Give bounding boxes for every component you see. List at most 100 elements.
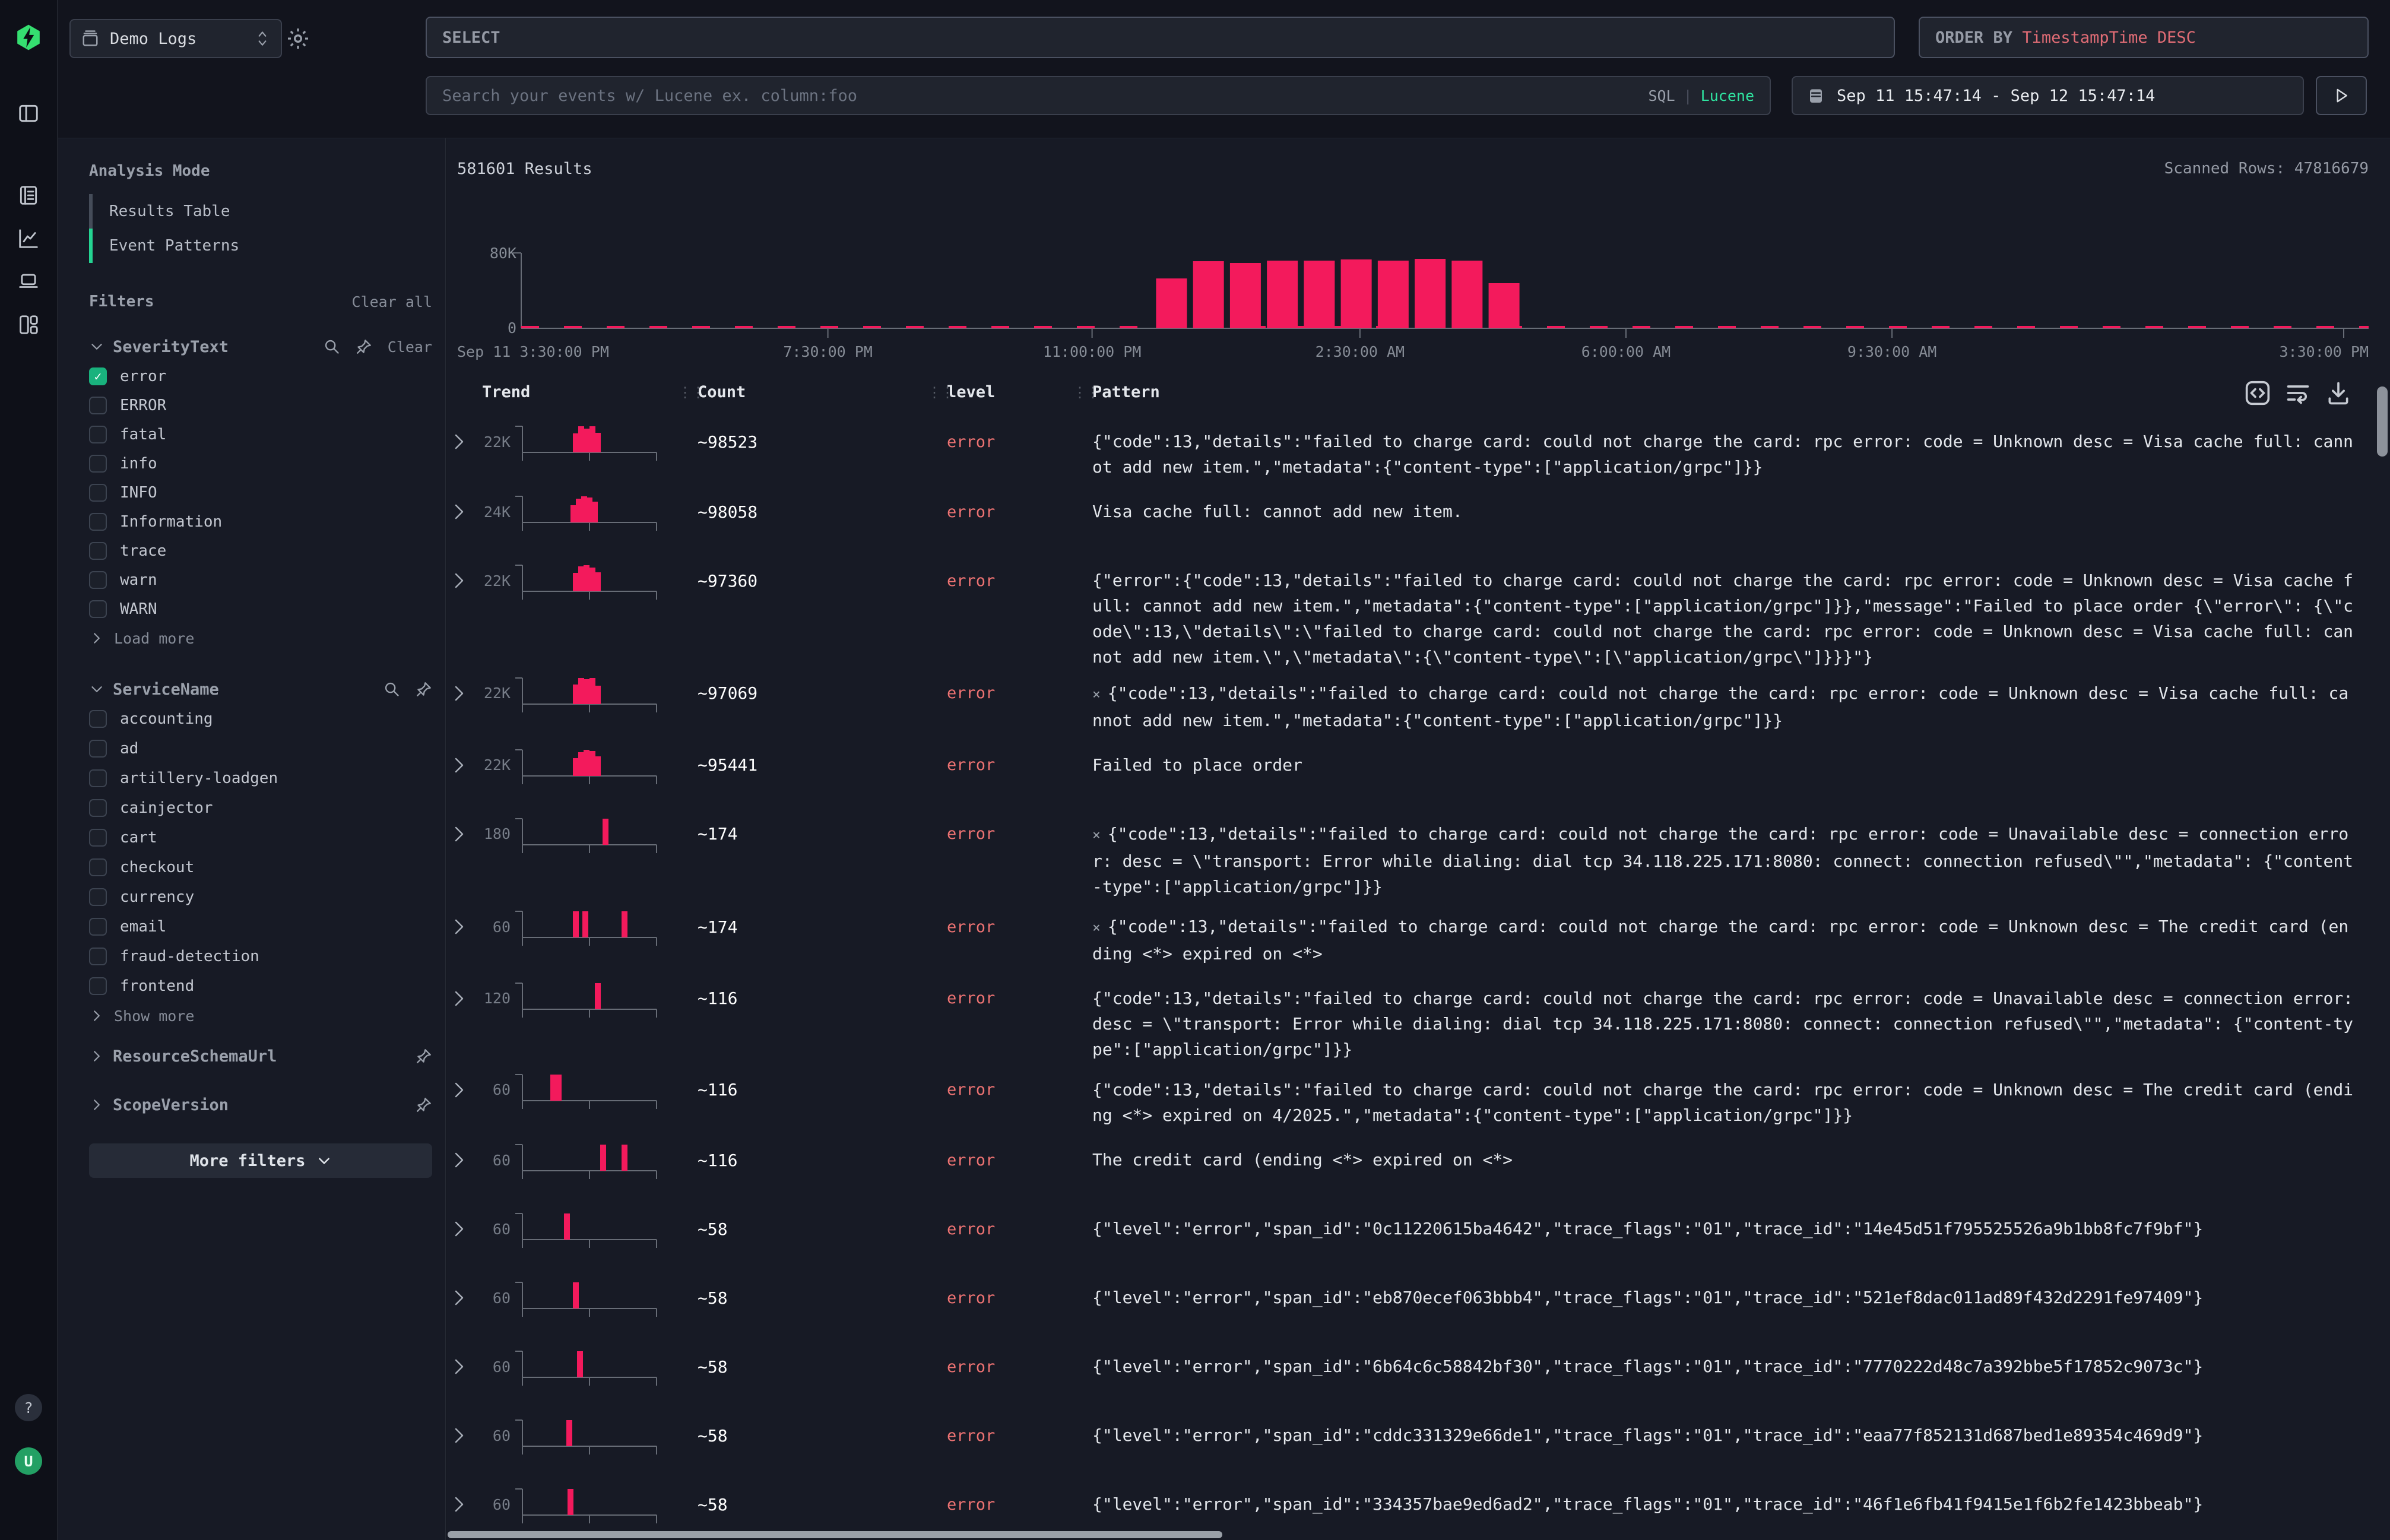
checkbox[interactable]: ✓ — [89, 571, 107, 589]
expand-row-button[interactable] — [446, 572, 473, 590]
filter-group-header-servicename[interactable]: ServiceName — [89, 674, 432, 704]
filter-option-accounting[interactable]: ✓ accounting — [89, 704, 432, 734]
checkbox[interactable]: ✓ — [89, 918, 107, 936]
app-logo-icon[interactable] — [16, 24, 41, 51]
pin-icon[interactable] — [356, 338, 372, 355]
chevron-right-icon[interactable] — [89, 1097, 104, 1113]
pattern-cell[interactable]: × {"code":13,"details":"failed to charge … — [1092, 810, 2390, 899]
checkbox[interactable]: ✓ — [89, 541, 107, 560]
filter-clear-link[interactable]: Clear — [387, 338, 432, 356]
checkbox[interactable]: ✓ — [89, 740, 107, 758]
pattern-cell[interactable]: The credit card (ending <*> expired on <… — [1092, 1136, 2390, 1173]
filter-option-fraud-detection[interactable]: ✓ fraud-detection — [89, 942, 432, 971]
filter-option-frontend[interactable]: ✓ frontend — [89, 971, 432, 1001]
search-icon[interactable] — [383, 681, 400, 698]
checkbox[interactable]: ✓ — [89, 769, 107, 787]
filter-option-error[interactable]: ✓ error — [89, 362, 432, 391]
expand-row-button[interactable] — [446, 1220, 473, 1238]
pattern-cell[interactable]: × {"code":13,"details":"failed to charge … — [1092, 670, 2390, 733]
chevron-right-icon[interactable] — [89, 1008, 104, 1024]
checkbox[interactable]: ✓ — [89, 512, 107, 531]
column-grip-icon[interactable]: ⋮⋮ — [678, 384, 705, 401]
expand-row-button[interactable] — [446, 1427, 473, 1444]
pattern-cell[interactable]: {"code":13,"details":"failed to charge c… — [1092, 418, 2390, 480]
filter-group-header-severitytext[interactable]: SeverityText Clear — [89, 332, 432, 362]
checkbox[interactable]: ✓ — [89, 454, 107, 473]
dashboards-icon[interactable] — [17, 313, 40, 336]
checkbox[interactable]: ✓ — [89, 858, 107, 876]
analysis-mode-event-patterns[interactable]: Event Patterns — [89, 229, 432, 263]
filter-group-header-resourceschemaurl[interactable]: ResourceSchemaUrl — [89, 1033, 432, 1079]
checkbox[interactable]: ✓ — [89, 425, 107, 443]
help-button[interactable]: ? — [15, 1394, 42, 1421]
checkbox[interactable]: ✓ — [89, 829, 107, 847]
filter-option-information[interactable]: ✓ Information — [89, 507, 432, 536]
analysis-mode-results-table[interactable]: Results Table — [89, 194, 432, 229]
chevron-right-icon[interactable] — [89, 630, 104, 646]
checkbox[interactable]: ✓ — [89, 710, 107, 728]
search-logs-icon[interactable] — [17, 184, 40, 207]
filter-option-error[interactable]: ✓ ERROR — [89, 391, 432, 420]
filter-option-trace[interactable]: ✓ trace — [89, 536, 432, 565]
pattern-cell[interactable]: {"level":"error","span_id":"334357bae9ed… — [1092, 1481, 2390, 1517]
checkbox-checked[interactable]: ✓ — [89, 367, 107, 385]
filter-option-currency[interactable]: ✓ currency — [89, 882, 432, 912]
filter-option-ad[interactable]: ✓ ad — [89, 734, 432, 763]
filter-option-checkout[interactable]: ✓ checkout — [89, 853, 432, 882]
pin-icon[interactable] — [416, 1097, 432, 1113]
column-header-pattern[interactable]: Pattern — [1092, 383, 1160, 401]
horizontal-scrollbar[interactable] — [448, 1531, 1222, 1538]
show-more-link[interactable]: Show more — [89, 1001, 432, 1031]
expand-row-button[interactable] — [446, 433, 473, 451]
expand-row-button[interactable] — [446, 1151, 473, 1169]
pin-icon[interactable] — [416, 681, 432, 698]
filter-option-artillery-loadgen[interactable]: ✓ artillery-loadgen — [89, 763, 432, 793]
chevron-down-icon[interactable] — [89, 339, 104, 354]
search-icon[interactable] — [324, 338, 340, 355]
clear-all-link[interactable]: Clear all — [351, 293, 432, 310]
avatar[interactable]: U — [15, 1447, 42, 1475]
chart-explorer-icon[interactable] — [17, 227, 40, 250]
select-query-input[interactable]: SELECT — [426, 17, 1895, 58]
filter-option-cart[interactable]: ✓ cart — [89, 823, 432, 853]
source-settings-button[interactable] — [285, 26, 311, 52]
column-header-count[interactable]: Count — [698, 383, 746, 401]
mode-toggle-lucene[interactable]: Lucene — [1700, 87, 1754, 104]
checkbox[interactable]: ✓ — [89, 948, 107, 965]
column-header-trend[interactable]: Trend — [482, 383, 531, 401]
pin-icon[interactable] — [416, 1048, 432, 1064]
expand-row-button[interactable] — [446, 990, 473, 1007]
filter-option-warn[interactable]: ✓ warn — [89, 565, 432, 594]
checkbox[interactable]: ✓ — [89, 888, 107, 906]
expand-row-button[interactable] — [446, 825, 473, 843]
pattern-cell[interactable]: {"error":{"code":13,"details":"failed to… — [1092, 557, 2390, 670]
results-histogram[interactable]: 80K 0 Sep 11 3:30:00 PM 7:30:00 PM 11:00:00 … — [446, 186, 2390, 370]
filter-option-email[interactable]: ✓ email — [89, 912, 432, 942]
pattern-cell[interactable]: Failed to place order — [1092, 742, 2390, 778]
pattern-cell[interactable]: × {"code":13,"details":"failed to charge … — [1092, 903, 2390, 967]
expand-row-button[interactable] — [446, 1289, 473, 1307]
more-filters-button[interactable]: More filters — [89, 1143, 432, 1178]
order-by-input[interactable]: ORDER BY TimestampTime DESC — [1919, 17, 2369, 58]
source-selector[interactable]: Demo Logs — [69, 19, 282, 58]
expand-row-button[interactable] — [446, 756, 473, 774]
expand-row-button[interactable] — [446, 918, 473, 936]
checkbox[interactable]: ✓ — [89, 483, 107, 502]
pattern-cell[interactable]: Visa cache full: cannot add new item. — [1092, 488, 2390, 524]
pattern-cell[interactable]: {"level":"error","span_id":"eb870ecef063… — [1092, 1274, 2390, 1310]
expand-row-button[interactable] — [446, 1358, 473, 1376]
chevron-down-icon[interactable] — [89, 682, 104, 697]
checkbox[interactable]: ✓ — [89, 977, 107, 995]
checkbox[interactable]: ✓ — [89, 600, 107, 618]
load-more-link[interactable]: Load more — [89, 623, 432, 653]
run-query-button[interactable] — [2316, 76, 2367, 115]
column-grip-icon[interactable]: ⋮⋮ — [1073, 384, 1100, 401]
filter-group-header-scopeversion[interactable]: ScopeVersion — [89, 1082, 432, 1128]
filter-option-warn[interactable]: ✓ WARN — [89, 594, 432, 623]
sidebar-toggle-icon[interactable] — [17, 102, 40, 125]
wrap-lines-button[interactable] — [2284, 379, 2312, 407]
download-button[interactable] — [2325, 379, 2352, 407]
vertical-scrollbar[interactable] — [2377, 386, 2388, 457]
pattern-cell[interactable]: {"level":"error","span_id":"cddc331329e6… — [1092, 1412, 2390, 1448]
pattern-cell[interactable]: {"code":13,"details":"failed to charge c… — [1092, 975, 2390, 1062]
